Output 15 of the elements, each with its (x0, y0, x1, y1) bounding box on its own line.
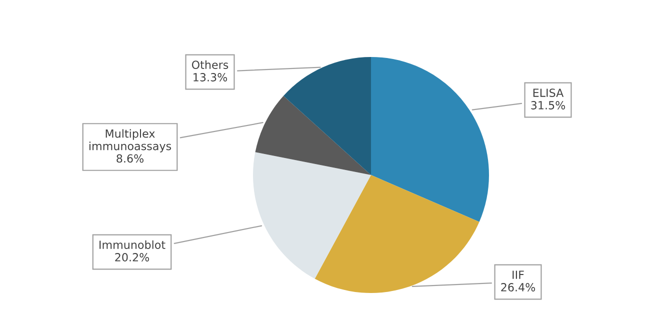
slice-label: Others (192, 60, 228, 70)
data-label: 20.2% (115, 253, 150, 262)
data-label: 26.4% (501, 283, 536, 292)
slice-label: Immunoblot (100, 240, 166, 250)
pie-slice (253, 152, 371, 279)
data-label: 31.5% (531, 101, 566, 110)
pie-slice (255, 96, 371, 175)
slice-label: Multiplex immunoassays (89, 129, 172, 152)
pie-slice (371, 57, 489, 222)
slice-label: IIF (512, 270, 524, 279)
slice-label: ELISA (533, 88, 564, 98)
pie-slice (314, 175, 480, 293)
data-label: 13.3% (194, 73, 228, 82)
data-label: 8.6% (116, 154, 144, 163)
pie-slice (283, 57, 371, 175)
